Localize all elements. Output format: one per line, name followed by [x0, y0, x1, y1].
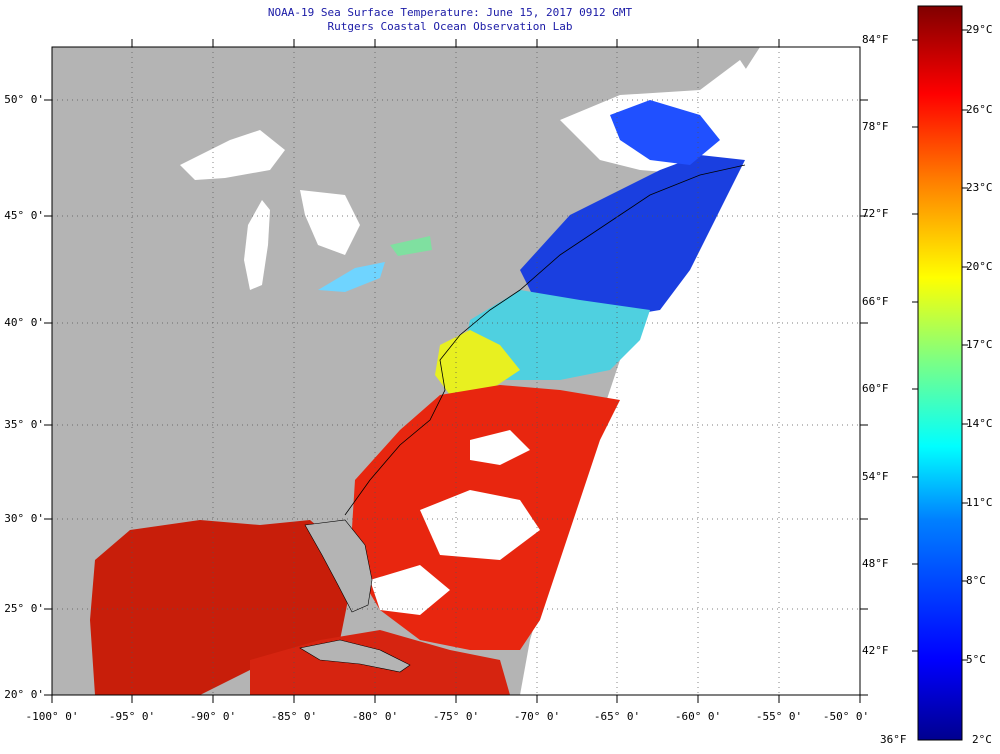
- cloud-patch-2: [370, 565, 450, 615]
- lon-label-90: -90° 0': [189, 710, 237, 723]
- cloud-patch-1: [420, 490, 540, 560]
- lat-label-40: 40° 0': [4, 316, 44, 329]
- lon-label-80: -80° 0': [351, 710, 399, 723]
- lat-label-20: 20° 0': [4, 688, 44, 701]
- lake-huron: [300, 190, 360, 255]
- colorbar: [917, 5, 963, 741]
- map-title-line2: Rutgers Coastal Ocean Observation Lab: [327, 20, 573, 33]
- lon-label-50: -50° 0': [822, 710, 870, 723]
- lat-label-30: 30° 0': [4, 512, 44, 525]
- colorbar-f-label-66: 66°F: [862, 295, 889, 308]
- colorbar-c-label-8: 8°C: [966, 574, 986, 587]
- colorbar-c-label-20: 20°C: [966, 260, 993, 273]
- colorbar-f-label-48: 48°F: [862, 557, 889, 570]
- cloud-patch-3: [470, 430, 530, 465]
- no-data-region: [520, 47, 860, 695]
- lon-label-75: -75° 0': [432, 710, 480, 723]
- lon-label-95: -95° 0': [108, 710, 156, 723]
- colorbar-ticks: [912, 29, 968, 661]
- colorbar-f-label-72: 72°F: [862, 207, 889, 220]
- lon-label-55: -55° 0': [755, 710, 803, 723]
- colorbar-f-label-36: 36°F: [880, 733, 907, 746]
- map-title: NOAA-19 Sea Surface Temperature: June 15…: [0, 6, 900, 34]
- colorbar-f-label-78: 78°F: [862, 120, 889, 133]
- colorbar-f-label-60: 60°F: [862, 382, 889, 395]
- colorbar-f-label-54: 54°F: [862, 470, 889, 483]
- sst-cold-north: [520, 155, 745, 320]
- axis-ticks: [44, 39, 868, 703]
- graticule: [52, 47, 860, 695]
- cuba: [299, 639, 411, 673]
- colorbar-f-label-84: 84°F: [862, 33, 889, 46]
- lon-label-65: -65° 0': [593, 710, 641, 723]
- east-coastline: [344, 164, 746, 516]
- sst-shelf-yellow: [435, 330, 520, 395]
- sst-gulf-st-lawrence: [610, 100, 720, 165]
- lake-michigan: [244, 200, 270, 290]
- colorbar-c-label-5: 5°C: [966, 653, 986, 666]
- lat-label-25: 25° 0': [4, 602, 44, 615]
- colorbar-c-label-17: 17°C: [966, 338, 993, 351]
- colorbar-f-label-42: 42°F: [862, 644, 889, 657]
- colorbar-c-label-29: 29°C: [966, 23, 993, 36]
- colorbar-c-label-26: 26°C: [966, 103, 993, 116]
- lake-superior: [180, 130, 285, 180]
- florida-peninsula: [304, 519, 373, 613]
- lat-label-50: 50° 0': [4, 93, 44, 106]
- lake-erie: [318, 262, 385, 292]
- colorbar-c-label-2: 2°C: [972, 733, 992, 746]
- lon-label-100: -100° 0': [25, 710, 79, 723]
- colorbar-c-label-11: 11°C: [966, 496, 993, 509]
- lon-label-85: -85° 0': [270, 710, 318, 723]
- map-title-line1: NOAA-19 Sea Surface Temperature: June 15…: [267, 6, 633, 19]
- colorbar-c-label-14: 14°C: [966, 417, 993, 430]
- lake-ontario: [390, 236, 432, 256]
- lon-label-60: -60° 0': [674, 710, 722, 723]
- lat-label-35: 35° 0': [4, 418, 44, 431]
- colorbar-c-label-23: 23°C: [966, 181, 993, 194]
- lat-label-45: 45° 0': [4, 209, 44, 222]
- lon-label-70: -70° 0': [513, 710, 561, 723]
